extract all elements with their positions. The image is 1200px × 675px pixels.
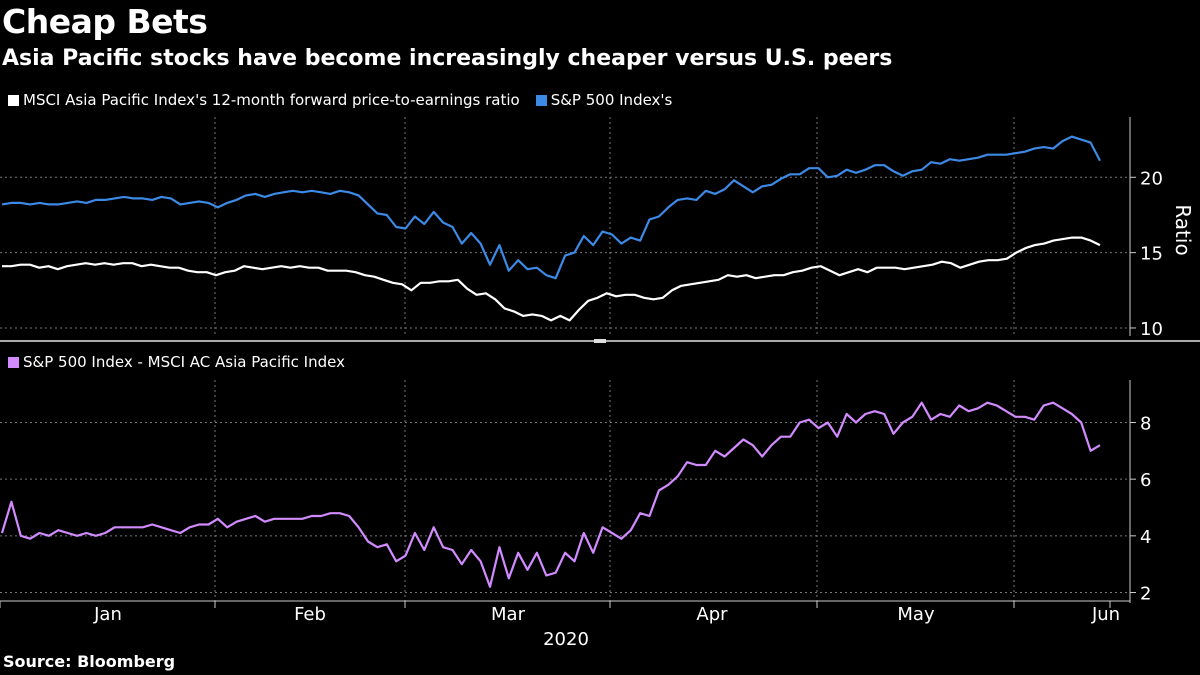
y-tick-label: 8 [1140, 414, 1151, 435]
y-axis-label: Ratio [1171, 204, 1195, 255]
x-tick-label: Mar [491, 604, 526, 625]
series-line-msci-asia-pacific-index-s-12-month-forward-price-to-earnings-ratio [2, 236, 1101, 322]
legend-swatch-purple [8, 356, 19, 368]
x-tick-label: Jan [93, 604, 122, 625]
legend-item-spread: S&P 500 Index - MSCI AC Asia Pacific Ind… [8, 352, 345, 372]
legend-label-spread: S&P 500 Index - MSCI AC Asia Pacific Ind… [23, 353, 345, 371]
y-tick-label: 6 [1140, 470, 1151, 491]
top-legend: MSCI Asia Pacific Index's 12-month forwa… [8, 90, 688, 110]
source-note: Source: Bloomberg [3, 652, 176, 671]
series-line-s-p-500-index-msci-ac-asia-pacific-index [0, 401, 1101, 588]
y-tick-label: 10 [1140, 319, 1163, 340]
legend-item-sp500: S&P 500 Index's [535, 90, 673, 110]
chart-subtitle: Asia Pacific stocks have become increasi… [2, 46, 893, 71]
legend-label-msci: MSCI Asia Pacific Index's 12-month forwa… [23, 91, 520, 109]
legend-swatch-blue [535, 94, 547, 106]
x-tick-label: Jun [1091, 604, 1120, 625]
y-tick-label: 20 [1140, 168, 1163, 189]
y-tick-label: 2 [1140, 584, 1151, 605]
x-tick-label: May [897, 604, 935, 625]
chart-title: Cheap Bets [2, 2, 208, 41]
legend-label-sp500: S&P 500 Index's [550, 91, 673, 109]
x-tick-label: Apr [696, 604, 728, 625]
bottom-legend: S&P 500 Index - MSCI AC Asia Pacific Ind… [8, 352, 361, 372]
y-tick-label: 4 [1140, 527, 1151, 548]
series-line-s-p-500-index-s [1, 135, 1101, 280]
legend-item-msci: MSCI Asia Pacific Index's 12-month forwa… [8, 90, 520, 110]
legend-swatch-white [8, 94, 19, 106]
x-axis-label: 2020 [543, 629, 589, 650]
y-tick-label: 15 [1140, 244, 1163, 265]
x-tick-label: Feb [294, 604, 326, 625]
